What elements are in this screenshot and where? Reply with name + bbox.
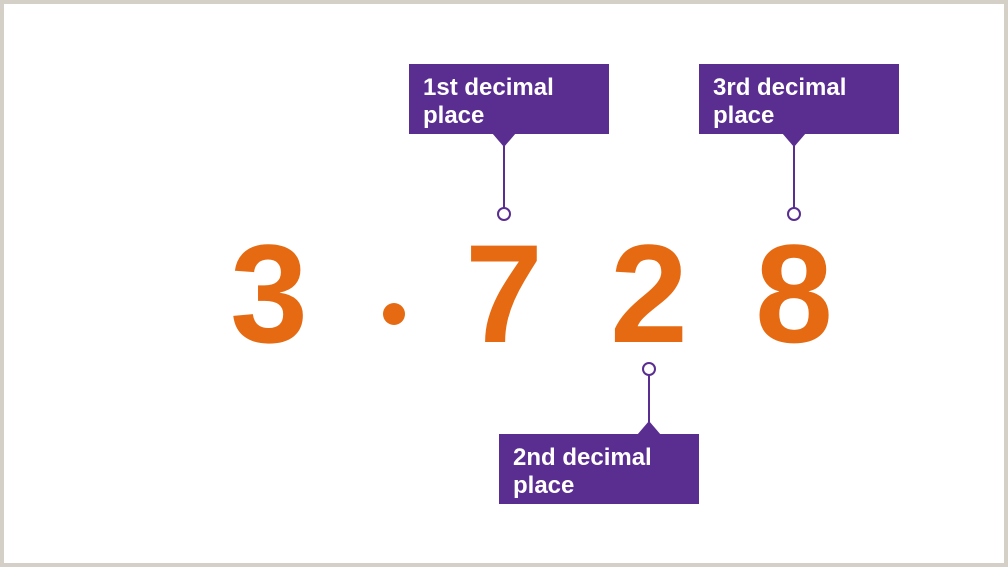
anchor-ring-third [787, 207, 801, 221]
decimal-separator-dot [383, 303, 405, 325]
callout-first-line2: place [423, 102, 595, 130]
callout-arrow-first [492, 133, 516, 147]
connector-line-second [648, 369, 650, 422]
decimal-digit-1: 7 [434, 213, 574, 375]
callout-second-line1: 2nd decimal [513, 444, 685, 472]
callout-first-line1: 1st decimal [423, 74, 595, 102]
callout-third-line2: place [713, 102, 885, 130]
connector-line-third [793, 146, 795, 214]
decimal-digit-3: 8 [724, 213, 864, 375]
diagram-frame: 3 7 2 8 1st decimal place 3rd decimal pl… [4, 4, 1004, 563]
callout-box-third: 3rd decimal place [699, 64, 899, 134]
callout-third-line1: 3rd decimal [713, 74, 885, 102]
callout-second-line2: place [513, 472, 685, 500]
anchor-ring-second [642, 362, 656, 376]
anchor-ring-first [497, 207, 511, 221]
decimal-digit-2: 2 [579, 213, 719, 375]
callout-box-first: 1st decimal place [409, 64, 609, 134]
integer-digit: 3 [199, 213, 339, 375]
callout-arrow-third [782, 133, 806, 147]
callout-box-second: 2nd decimal place [499, 434, 699, 504]
connector-line-first [503, 146, 505, 214]
callout-arrow-second [637, 421, 661, 435]
